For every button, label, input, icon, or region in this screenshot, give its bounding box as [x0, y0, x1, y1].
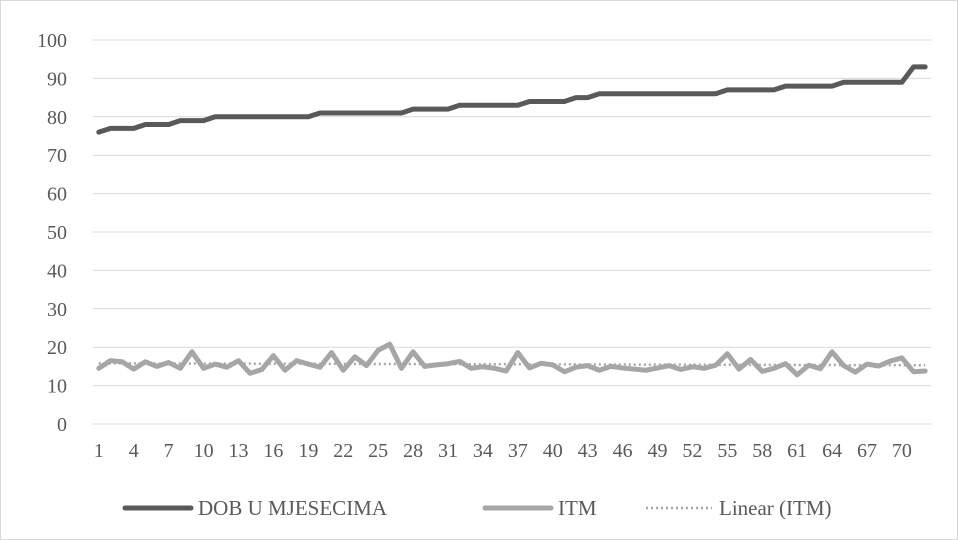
x-tick-label: 64 — [822, 440, 842, 462]
x-tick-label: 25 — [368, 440, 388, 462]
y-tick-label: 40 — [47, 260, 67, 282]
y-axis-tick-labels: 0 10 20 30 40 50 60 70 80 90 100 — [37, 30, 67, 436]
x-tick-label: 49 — [647, 440, 667, 462]
x-tick-label: 46 — [613, 440, 633, 462]
x-tick-label: 40 — [543, 440, 563, 462]
y-tick-label: 10 — [47, 376, 67, 398]
legend-label-2: ITM — [558, 496, 597, 520]
y-tick-label: 20 — [47, 337, 67, 359]
x-tick-label: 34 — [473, 440, 493, 462]
x-tick-label: 31 — [438, 440, 458, 462]
y-tick-label: 90 — [47, 68, 67, 90]
x-tick-label: 22 — [333, 440, 353, 462]
gridlines — [93, 39, 931, 425]
x-tick-label: 70 — [892, 440, 912, 462]
series-line-1 — [96, 64, 928, 135]
x-tick-label: 7 — [164, 440, 174, 462]
x-tick-label: 52 — [682, 440, 702, 462]
x-axis-tick-labels: 1 4 7 10 13 16 19 22 25 28 31 34 37 40 43 46 49 52 55 58 61 6… — [94, 440, 912, 462]
x-tick-label: 4 — [129, 440, 139, 462]
x-tick-label: 13 — [228, 440, 248, 462]
x-tick-label: 28 — [403, 440, 423, 462]
series-lines — [96, 64, 928, 378]
series-line-2 — [96, 341, 928, 378]
y-tick-label: 100 — [37, 30, 67, 52]
x-tick-label: 67 — [857, 440, 877, 462]
y-tick-label: 0 — [57, 414, 67, 436]
y-tick-label: 60 — [47, 184, 67, 206]
x-tick-label: 55 — [717, 440, 737, 462]
y-tick-label: 70 — [47, 145, 67, 167]
x-tick-label: 10 — [194, 440, 214, 462]
legend-label-3: Linear (ITM) — [719, 496, 832, 520]
x-tick-label: 58 — [752, 440, 772, 462]
legend: DOB U MJESECIMA ITM Linear (ITM) — [122, 496, 832, 520]
x-tick-label: 37 — [508, 440, 528, 462]
x-tick-label: 19 — [298, 440, 318, 462]
y-tick-label: 80 — [47, 107, 67, 129]
x-tick-label: 16 — [263, 440, 283, 462]
y-tick-label: 30 — [47, 299, 67, 321]
y-tick-label: 50 — [47, 222, 67, 244]
x-tick-label: 43 — [578, 440, 598, 462]
legend-label-1: DOB U MJESECIMA — [198, 496, 388, 520]
x-tick-label: 61 — [787, 440, 807, 462]
x-tick-label: 1 — [94, 440, 104, 462]
